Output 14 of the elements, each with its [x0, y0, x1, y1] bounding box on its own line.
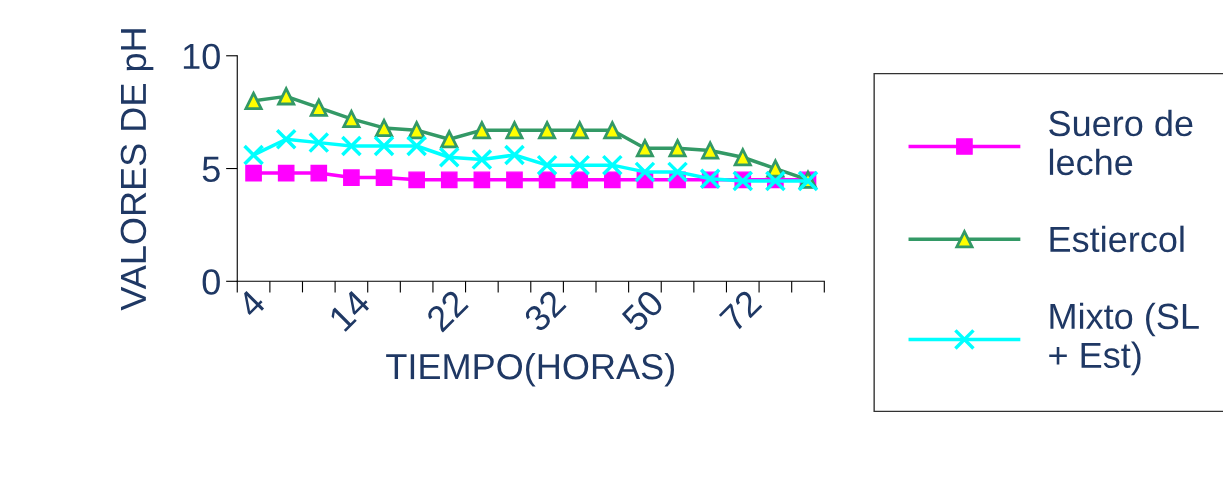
legend-label: Suero de leche	[1049, 109, 1193, 176]
x-tick-label: 14	[328, 288, 372, 332]
x-axis-title: TIEMPO(HORAS)	[386, 352, 674, 387]
x-tick-label: 4	[236, 288, 267, 319]
y-axis-title: VALORES DE pH	[120, 29, 154, 311]
legend-label: Estiercol	[1050, 225, 1184, 253]
x-tick-label: 72	[718, 288, 763, 333]
legend-label: Mixto (SL + Est)	[1049, 302, 1199, 376]
x-tick-label: 22	[425, 288, 469, 333]
y-tick-label: 5	[202, 156, 220, 182]
y-tick-label: 0	[202, 269, 220, 295]
x-tick-label: 50	[620, 288, 665, 333]
x-tick-label: 32	[522, 288, 567, 334]
y-tick-label: 10	[183, 43, 220, 70]
